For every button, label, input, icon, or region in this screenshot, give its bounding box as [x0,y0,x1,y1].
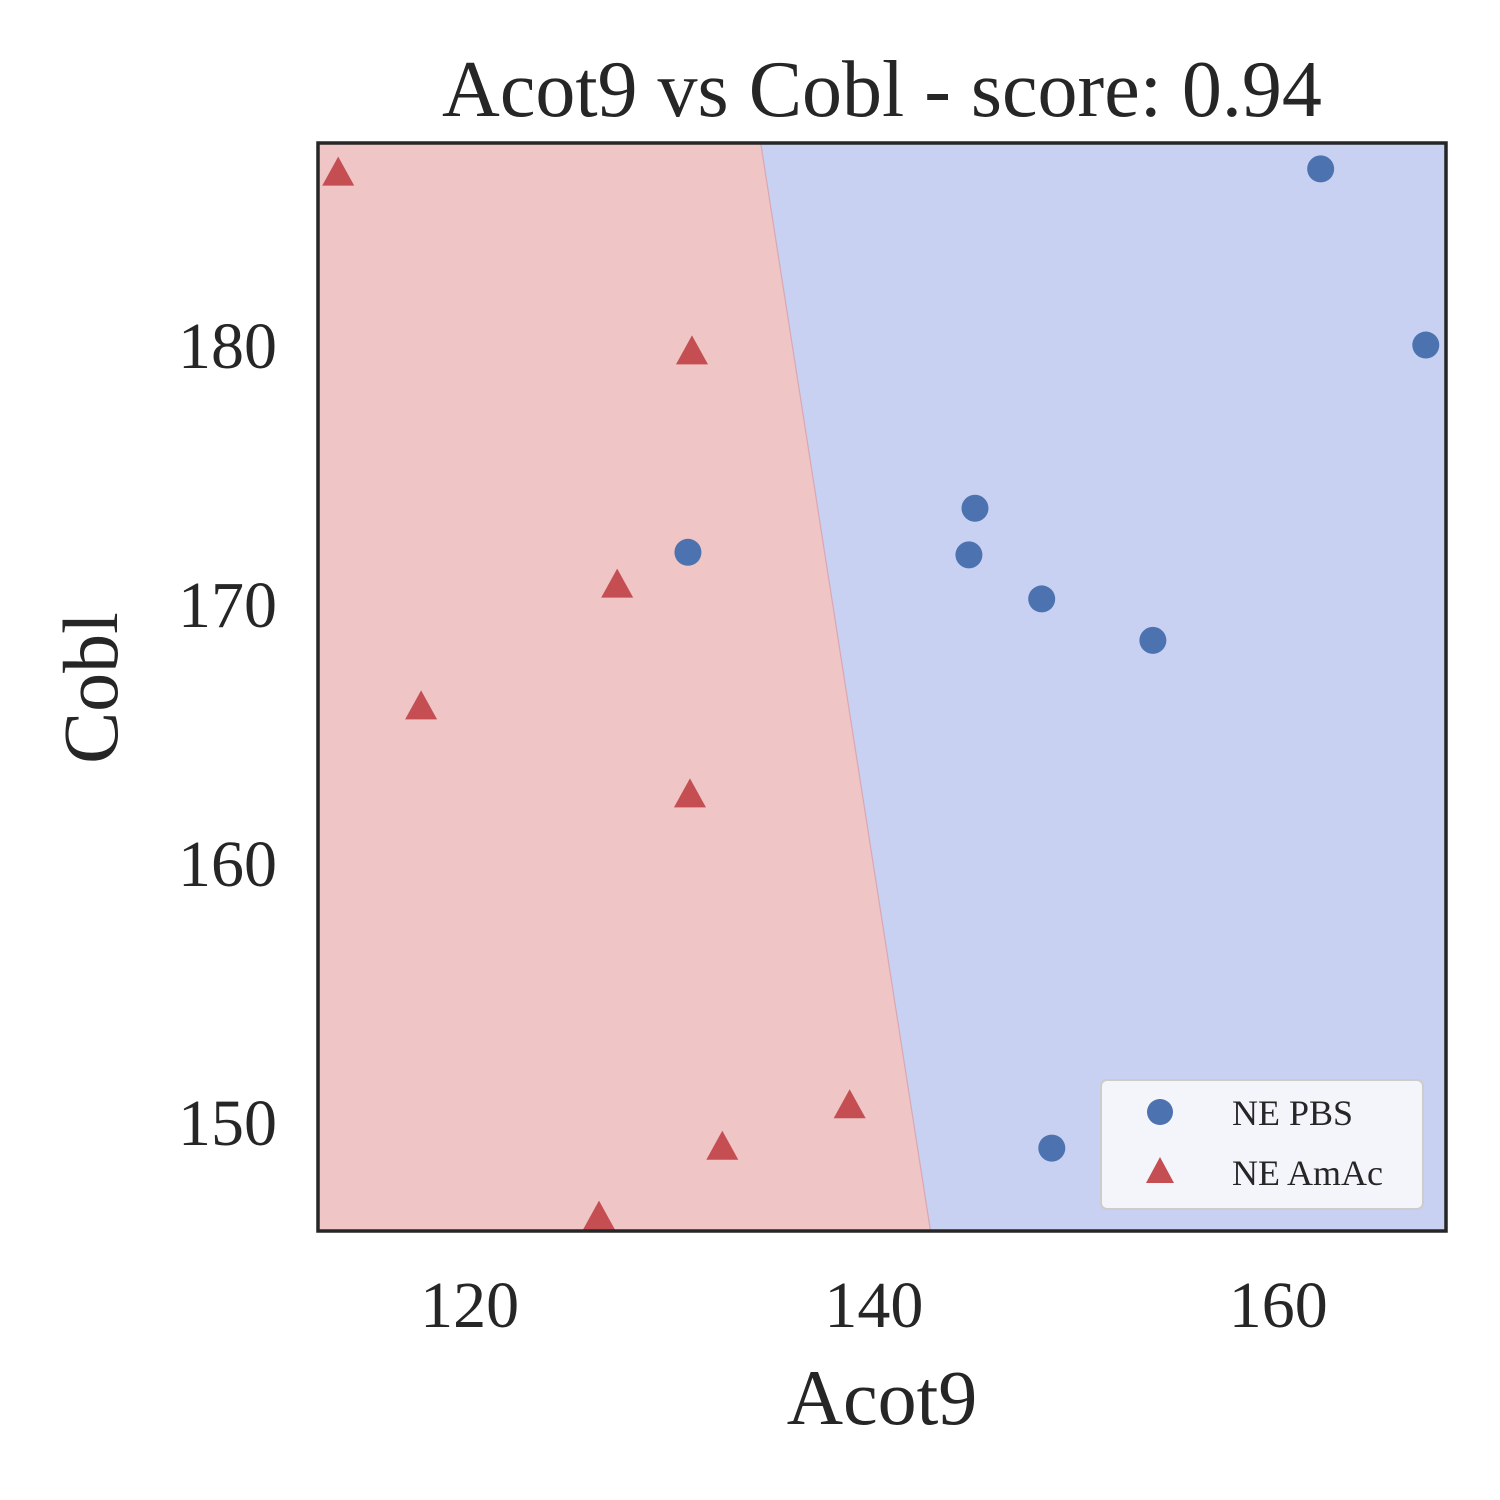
region-ne-pbs [760,143,1446,1231]
point-ne-amac [582,1200,615,1230]
point-ne-amac [405,690,438,720]
plot-frame [316,141,1448,1233]
point-ne-amac [601,568,634,598]
point-ne-pbs [1038,1134,1066,1162]
x-tick-label: 140 [824,1269,923,1342]
decision-boundary-line [760,142,932,1232]
x-tick-label: 160 [1229,1269,1328,1342]
point-ne-amac [675,335,708,365]
legend-label-ne-pbs: NE PBS [1232,1093,1353,1133]
legend-marker-ne-amac [1146,1157,1174,1183]
y-axis-label: Cobl [47,612,134,764]
data-points [322,155,1440,1230]
y-tick-label: 150 [178,1087,277,1160]
point-ne-amac [833,1089,866,1119]
x-tick-label: 120 [420,1269,519,1342]
point-ne-pbs [1412,331,1440,359]
decision-regions [318,142,1446,1232]
legend-label-ne-amac: NE AmAc [1232,1153,1383,1193]
legend-marker-ne-pbs [1147,1099,1173,1125]
y-tick-label: 170 [178,569,277,642]
point-ne-pbs [961,494,989,522]
point-ne-amac [673,778,706,808]
y-tick-label: 180 [178,310,277,383]
region-ne-amac [318,143,931,1231]
point-ne-pbs [1028,585,1056,613]
legend: NE PBS NE AmAc [1100,1079,1424,1210]
legend-box [1100,1079,1424,1210]
point-ne-pbs [674,538,702,566]
y-tick-labels: 150 160 170 180 [178,310,277,1160]
x-tick-labels: 120 140 160 [420,1269,1328,1342]
point-ne-amac [706,1130,739,1160]
y-tick-label: 160 [178,828,277,901]
chart-title: Acot9 vs Cobl - score: 0.94 [442,46,1322,134]
point-ne-pbs [1307,155,1335,183]
point-ne-amac [322,156,355,186]
x-axis-label: Acot9 [787,1354,978,1441]
point-ne-pbs [1139,626,1167,654]
point-ne-pbs [955,541,983,569]
